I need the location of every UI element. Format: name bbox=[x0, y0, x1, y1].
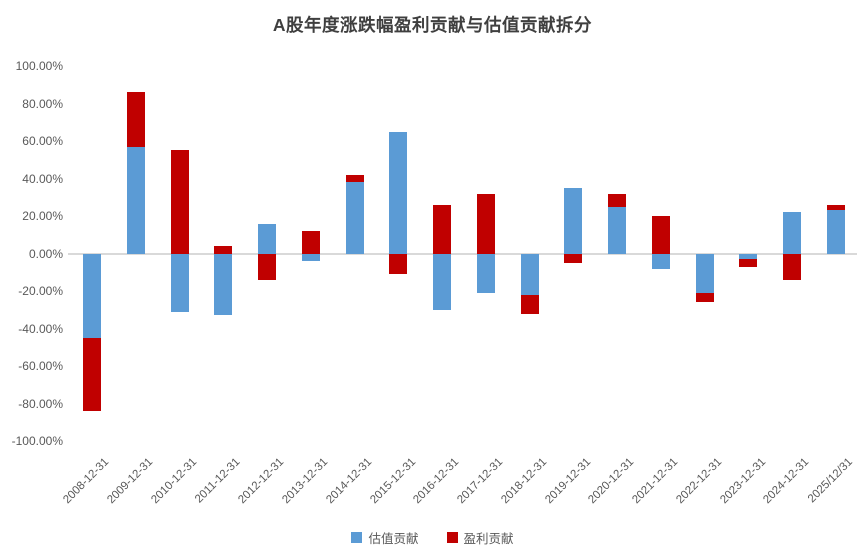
bar-segment-earnings-contribution bbox=[739, 259, 758, 267]
bar-segment-valuation-contribution bbox=[564, 187, 583, 254]
x-axis-tick-label: 2014-12-31 bbox=[323, 456, 375, 507]
x-axis-tick-label: 2020-12-31 bbox=[586, 456, 637, 507]
bar-segment-earnings-contribution bbox=[433, 204, 452, 254]
zero-axis-line bbox=[68, 252, 857, 255]
x-axis-tick-label: 2015-12-31 bbox=[367, 456, 418, 507]
bar-segment-valuation-contribution bbox=[476, 253, 495, 293]
bar-segment-earnings-contribution bbox=[258, 253, 277, 280]
y-axis-tick-label: -20.00% bbox=[18, 284, 63, 298]
legend-color-swatch bbox=[351, 532, 363, 543]
chart-legend: 估值贡献 盈利贡献 bbox=[0, 528, 865, 547]
bar-segment-earnings-contribution bbox=[564, 253, 583, 263]
bar-segment-earnings-contribution bbox=[476, 193, 495, 254]
bar-segment-earnings-contribution bbox=[345, 174, 364, 183]
bar-segment-valuation-contribution bbox=[608, 206, 627, 254]
x-axis-tick-label: 2019-12-31 bbox=[542, 456, 593, 507]
x-axis-tick-label: 2018-12-31 bbox=[499, 456, 550, 507]
y-axis-tick-label: -80.00% bbox=[18, 396, 63, 411]
bar-segment-earnings-contribution bbox=[301, 231, 320, 254]
bar-segment-valuation-contribution bbox=[170, 253, 189, 312]
y-axis-tick-label: -60.00% bbox=[18, 359, 63, 373]
bar-segment-earnings-contribution bbox=[783, 253, 802, 280]
x-axis-tick-label: 2008-12-31 bbox=[61, 456, 112, 507]
x-axis-tick-label: 2025/12/31 bbox=[806, 456, 856, 506]
bar-segment-earnings-contribution bbox=[608, 193, 627, 207]
bar-segment-earnings-contribution bbox=[126, 92, 145, 147]
y-axis-tick-label: -40.00% bbox=[18, 321, 63, 336]
bar-segment-valuation-contribution bbox=[301, 253, 320, 261]
bar-segment-valuation-contribution bbox=[258, 223, 277, 254]
bar-segment-valuation-contribution bbox=[651, 253, 670, 269]
bar-segment-valuation-contribution bbox=[695, 253, 714, 293]
y-axis-tick-label: 100.00% bbox=[15, 59, 63, 73]
bar-segment-earnings-contribution bbox=[170, 150, 189, 254]
bar-segment-valuation-contribution bbox=[389, 131, 408, 254]
x-axis-tick-label: 2011-12-31 bbox=[193, 456, 243, 506]
bar-segment-earnings-contribution bbox=[826, 204, 845, 211]
bar-segment-valuation-contribution bbox=[826, 210, 845, 254]
bar-segment-earnings-contribution bbox=[520, 294, 539, 314]
bar-segment-valuation-contribution bbox=[520, 253, 539, 295]
legend-label: 估值贡献 bbox=[368, 532, 419, 546]
bar-segment-earnings-contribution bbox=[651, 216, 670, 254]
x-axis-tick-label: 2009-12-31 bbox=[105, 456, 156, 507]
bar-segment-valuation-contribution bbox=[783, 212, 802, 254]
bar-segment-valuation-contribution bbox=[214, 253, 233, 316]
bar-segment-valuation-contribution bbox=[126, 146, 145, 254]
bar-segment-valuation-contribution bbox=[345, 182, 364, 254]
legend-color-swatch bbox=[446, 532, 458, 543]
legend-item-valuation-contribution: 估值贡献 bbox=[351, 528, 419, 547]
x-axis-tick-label: 2017-12-31 bbox=[455, 456, 506, 507]
legend-label: 盈利贡献 bbox=[463, 532, 514, 546]
y-axis-tick-label: -100.00% bbox=[11, 434, 63, 448]
y-axis-tick-label: 80.00% bbox=[22, 96, 63, 111]
bar-segment-earnings-contribution bbox=[695, 292, 714, 303]
bar-segment-valuation-contribution bbox=[83, 253, 101, 338]
y-axis-tick-label: 40.00% bbox=[22, 171, 63, 186]
x-axis-tick-label: 2010-12-31 bbox=[148, 456, 200, 507]
y-axis-tick-label: 60.00% bbox=[22, 134, 63, 148]
bar-segment-valuation-contribution bbox=[433, 253, 452, 310]
x-axis-tick-label: 2024-12-31 bbox=[761, 456, 812, 507]
bar-segment-earnings-contribution bbox=[83, 337, 101, 411]
x-axis-tick-label: 2022-12-31 bbox=[674, 456, 725, 507]
bar-segment-earnings-contribution bbox=[214, 246, 233, 254]
y-axis-tick-label: 0.00% bbox=[28, 246, 63, 261]
x-axis-tick-label: 2016-12-31 bbox=[411, 456, 462, 507]
x-axis-tick-label: 2021-12-31 bbox=[630, 456, 681, 507]
x-axis-tick-label: 2023-12-31 bbox=[717, 456, 768, 507]
bar-segment-earnings-contribution bbox=[389, 253, 408, 275]
y-axis-tick-label: 20.00% bbox=[22, 209, 63, 223]
chart-title: A股年度涨跌幅盈利贡献与估值贡献拆分 bbox=[272, 15, 593, 35]
x-axis-tick-label: 2012-12-31 bbox=[236, 456, 287, 507]
bar-segment-valuation-contribution bbox=[739, 253, 758, 260]
legend-item-earnings-contribution: 盈利贡献 bbox=[446, 528, 514, 547]
x-axis-tick-label: 2013-12-31 bbox=[280, 456, 331, 507]
